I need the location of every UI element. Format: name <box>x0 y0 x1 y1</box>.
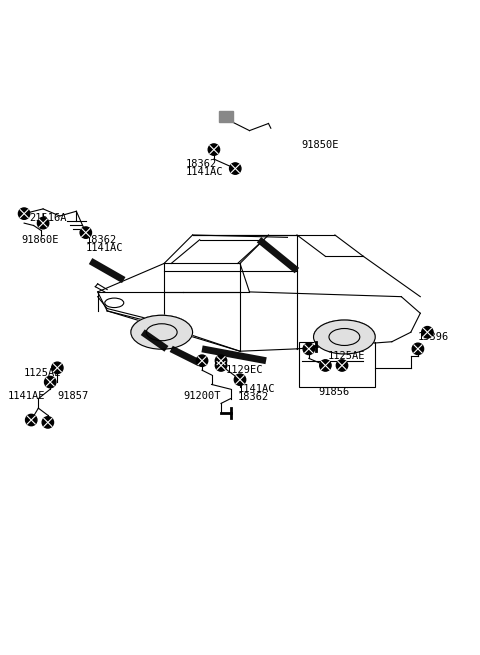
Ellipse shape <box>131 315 192 349</box>
Bar <box>219 111 233 122</box>
Text: 18362: 18362 <box>86 234 117 245</box>
Circle shape <box>37 217 49 229</box>
Text: 1141AC: 1141AC <box>86 243 123 253</box>
Circle shape <box>216 355 227 366</box>
Circle shape <box>422 327 433 338</box>
Text: 1125AE: 1125AE <box>328 351 365 361</box>
Text: 21516A: 21516A <box>29 214 66 223</box>
Text: 91850E: 91850E <box>301 140 339 150</box>
Text: 1141AC: 1141AC <box>185 167 223 177</box>
Text: 13396: 13396 <box>418 332 449 342</box>
Text: 18362: 18362 <box>185 159 216 169</box>
Text: 1141AE: 1141AE <box>8 391 45 402</box>
Circle shape <box>196 355 208 366</box>
Circle shape <box>80 227 92 238</box>
Ellipse shape <box>313 320 375 354</box>
Circle shape <box>208 144 219 155</box>
Text: 91200T: 91200T <box>183 391 221 402</box>
Text: 18362: 18362 <box>238 392 269 402</box>
Circle shape <box>336 360 348 371</box>
Text: 91860E: 91860E <box>22 234 59 245</box>
Text: 1129EC: 1129EC <box>226 365 263 375</box>
Text: 91857: 91857 <box>57 391 89 402</box>
Circle shape <box>45 377 56 388</box>
Circle shape <box>52 362 63 373</box>
Text: 91856: 91856 <box>318 386 349 396</box>
Circle shape <box>303 343 314 354</box>
Circle shape <box>412 343 424 354</box>
Circle shape <box>18 208 30 219</box>
Circle shape <box>25 415 37 426</box>
Text: 1141AC: 1141AC <box>238 384 275 394</box>
Text: 1125AE: 1125AE <box>24 367 61 377</box>
Circle shape <box>320 360 331 371</box>
Circle shape <box>234 374 246 385</box>
Circle shape <box>229 163 241 174</box>
Circle shape <box>42 417 54 428</box>
Circle shape <box>216 360 227 371</box>
